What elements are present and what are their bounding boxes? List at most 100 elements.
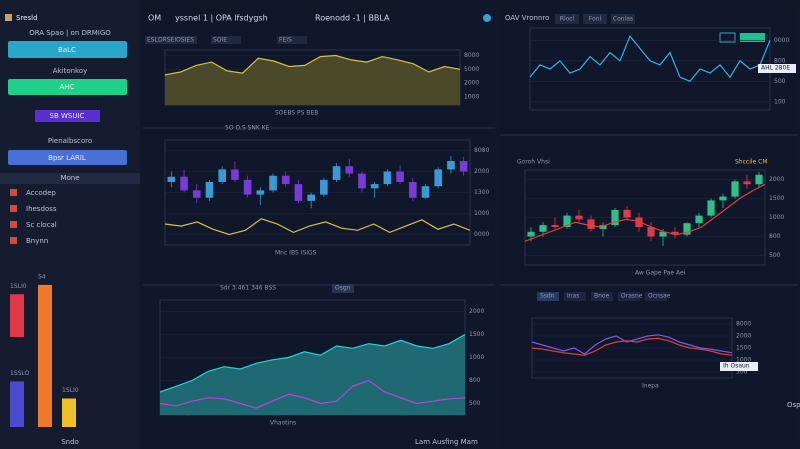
tab-label: Ocnsae [648,293,671,300]
candle-body [551,225,559,227]
button[interactable] [8,79,127,95]
y-tick-label: 500 [774,78,786,85]
footer: Aw Gape Pae Aei [635,270,686,277]
tab[interactable] [537,292,559,301]
button[interactable] [332,284,354,293]
candle-body [192,190,201,198]
button-label: Osgn [335,285,351,292]
candle-body [731,181,739,197]
candle-body [358,173,366,189]
legend-label: SOIE [213,37,227,44]
button[interactable] [8,150,127,165]
tab-label[interactable]: Conlas [613,16,633,23]
button-label[interactable]: BaLC [58,46,76,54]
legend: Sdr 3.461 346 BSS [220,285,276,292]
candle-body [281,175,290,185]
menu-header-label: Mone [60,174,79,182]
trend-line [524,183,766,242]
menu-icon [10,205,17,212]
y-tick-label: 1000 [474,210,489,217]
candle-body [527,231,535,237]
header-title: yssnel 1 | OPA lfsdygsh [175,14,268,23]
panel-tag: Shccile CM [735,159,768,166]
tab[interactable] [555,14,579,24]
logo [5,14,12,21]
price-line-fill [165,55,460,105]
section-label: Pienalbscoro [48,137,92,145]
tab-label: Inas [567,293,579,300]
y-tick-label: 8000 [736,321,751,328]
candle-body [256,190,265,195]
button-label[interactable]: AHC [60,83,75,91]
header-right: OAV Vronnro [505,14,549,22]
tab-label[interactable]: Rlocl [560,16,575,23]
candle-body [671,231,679,235]
chart-panel-r1: 0000 800 500 100 AHL 280E [529,27,796,111]
menu-item[interactable]: Accodep [26,189,56,197]
candle-body [345,166,354,174]
tab[interactable] [564,292,586,301]
tab-label[interactable]: Fonl [589,16,602,23]
candle-body [755,174,763,185]
candle-body [396,171,404,182]
legend-chip[interactable] [277,36,307,44]
candle-body [459,161,468,172]
button-label[interactable]: Bpsr LARIL [48,154,86,162]
tab[interactable] [611,14,635,24]
tab[interactable] [583,14,607,24]
candle-body [599,225,607,229]
candle-body [683,223,691,235]
candle-body [647,227,655,237]
legend-chip[interactable] [211,36,241,44]
y-tick-label: 2000 [474,168,489,175]
badge [720,362,758,371]
candle-body [231,169,239,180]
menu-item[interactable]: Sc clocal [26,221,57,229]
tab-label: Orasne [621,293,643,300]
menu: Accodep Ihesdoss Sc clocal Bnynn [10,189,57,245]
legend: 5O O.S SNK KE [225,125,270,132]
candle-body [743,181,751,185]
y-tick-label: 0000 [474,231,489,238]
icon[interactable] [740,33,765,42]
badge [758,64,796,73]
candle-body [611,209,619,226]
candle-body [294,184,303,201]
button[interactable] [8,41,127,58]
band-line [531,337,733,356]
y-tick-label: 800 [774,57,786,64]
band-line [531,334,733,355]
bar-label: 1SLI0 [62,387,79,394]
y-tick-label: 1300 [474,189,489,196]
button-label[interactable]: SB WSUIC [50,112,85,120]
area-line [159,333,466,393]
legend-label: FEIS [279,37,292,44]
tab[interactable] [618,292,640,301]
area-line-fill [160,334,465,415]
menu-item[interactable]: Ihesdoss [26,205,57,213]
tab[interactable] [591,292,613,301]
y-tick-label: 2000 [464,80,479,87]
footer-right: Lam Ausfing Mam [415,438,478,446]
panel-title: Goroh Vhsi [517,159,550,166]
candle-body [180,176,188,191]
button[interactable] [35,110,100,122]
legend-chip[interactable] [145,36,197,44]
tab-label: Bnoe [594,293,610,300]
tab-label: Ssdn [540,293,555,300]
indicator-line [159,379,466,409]
y-tick-label: 1000 [769,214,784,221]
tab[interactable] [645,292,667,301]
y-tick-label: 1000 [736,357,751,364]
candle-body [695,215,703,224]
y-tick-label: 800 [469,377,481,384]
candle-body [269,175,277,191]
candle-body [635,217,643,227]
menu-icon [10,221,17,228]
menu-icon [10,189,17,196]
menu-item[interactable]: Bnynn [26,237,48,245]
footer: Vhaotins [270,420,296,427]
icon[interactable] [719,32,736,43]
candle-body [587,219,595,229]
